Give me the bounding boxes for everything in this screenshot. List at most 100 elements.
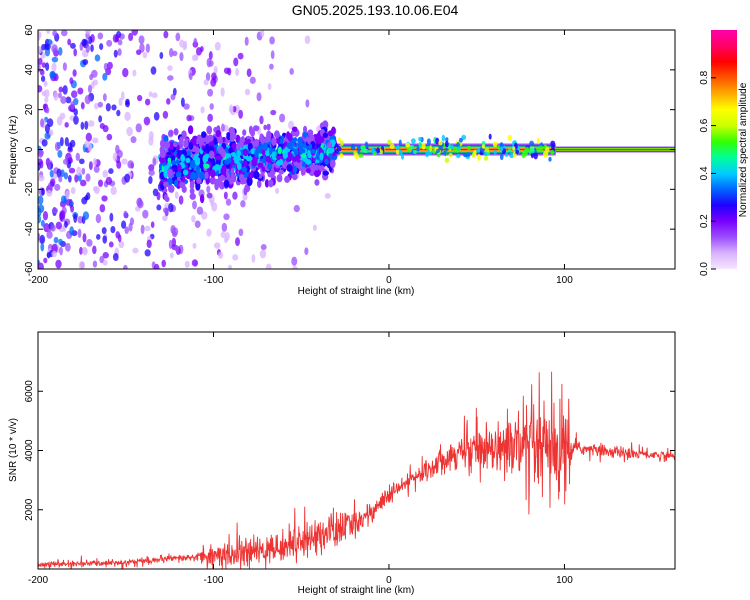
spectrogram-cell bbox=[214, 41, 221, 51]
spectrogram-cell bbox=[308, 143, 313, 151]
spectrogram-y-tick-label: 0 bbox=[24, 146, 35, 152]
spectrogram-cell bbox=[271, 151, 276, 161]
spectrogram-cell bbox=[339, 153, 344, 158]
spectrogram-cell bbox=[124, 173, 131, 183]
spectrogram-cell bbox=[88, 120, 95, 127]
spectrogram-cell bbox=[301, 161, 306, 169]
spectrogram-cell bbox=[370, 147, 375, 153]
spectrogram-cell bbox=[110, 186, 117, 196]
spectrogram-cell bbox=[188, 72, 193, 81]
spectrogram-cell bbox=[438, 140, 443, 146]
spectrogram-cell bbox=[507, 134, 513, 141]
spectrogram-y-tick-label: 40 bbox=[24, 64, 35, 76]
spectrogram-cell bbox=[178, 195, 184, 205]
spectrogram-cell bbox=[213, 137, 218, 145]
spectrogram-cell bbox=[206, 192, 213, 199]
spectrogram-cell bbox=[121, 158, 128, 165]
spectrogram-cell bbox=[242, 144, 250, 151]
spectrogram-cell bbox=[143, 116, 151, 126]
spectrogram-cell bbox=[84, 140, 90, 148]
spectrogram-cell bbox=[140, 224, 145, 235]
spectrogram-cell bbox=[265, 155, 271, 162]
snr-y-tick-label: 4000 bbox=[24, 439, 35, 462]
spectrogram-cell bbox=[504, 152, 509, 158]
spectrogram-cell bbox=[448, 152, 453, 158]
spectrogram-cell bbox=[461, 134, 467, 141]
spectrogram-cell bbox=[163, 181, 169, 188]
spectrogram-cell bbox=[208, 150, 215, 159]
spectrogram-cell bbox=[220, 231, 227, 239]
spectrogram-cell bbox=[235, 68, 240, 77]
spectrogram-cell bbox=[209, 103, 214, 110]
colorbar-tick-label: 0.8 bbox=[699, 70, 710, 84]
spectrogram-cell bbox=[236, 149, 242, 157]
spectrogram-cell bbox=[191, 259, 199, 267]
snr-series-line bbox=[38, 371, 675, 569]
spectrogram-cell bbox=[322, 120, 329, 129]
spectrogram-cell bbox=[229, 134, 237, 141]
spectrogram-cells bbox=[38, 30, 675, 269]
spectrogram-cell bbox=[223, 191, 228, 200]
spectrogram-cell bbox=[208, 60, 214, 67]
spectrogram-cell bbox=[232, 105, 237, 113]
spectrogram-cell bbox=[69, 226, 75, 236]
spectrogram-cell bbox=[483, 155, 489, 161]
spectrogram-cell bbox=[102, 259, 108, 266]
spectrogram-cell bbox=[82, 59, 89, 65]
spectrogram-cell bbox=[90, 44, 94, 53]
spectrogram-cell bbox=[44, 132, 51, 140]
spectrogram-cell bbox=[163, 169, 169, 179]
spectrogram-cell bbox=[269, 36, 275, 45]
spectrogram-cell bbox=[168, 141, 174, 151]
spectrogram-cell bbox=[142, 51, 148, 59]
spectrogram-cell bbox=[40, 219, 45, 227]
spectrogram-cell bbox=[106, 133, 113, 141]
spectrogram-cell bbox=[200, 106, 205, 114]
spectrogram-cell bbox=[242, 148, 249, 157]
spectrogram-cell bbox=[389, 143, 395, 149]
spectrogram-cell bbox=[307, 136, 311, 145]
spectrogram-cell bbox=[190, 159, 197, 169]
spectrogram-cell bbox=[159, 150, 166, 159]
spectrogram-cell bbox=[38, 149, 44, 157]
spectrogram-cell bbox=[126, 126, 133, 137]
spectrogram-cell bbox=[492, 141, 498, 148]
spectrogram-cell bbox=[114, 34, 120, 43]
spectrogram-cell bbox=[173, 179, 179, 188]
spectrogram-cell bbox=[224, 159, 231, 165]
spectrogram-cell bbox=[262, 142, 268, 152]
spectrogram-cell bbox=[74, 174, 79, 183]
spectrogram-cell bbox=[190, 180, 195, 187]
spectrogram-cell bbox=[244, 36, 249, 46]
spectrogram-cell bbox=[52, 30, 58, 37]
spectrogram-cell bbox=[174, 191, 179, 200]
spectrogram-cell bbox=[231, 143, 238, 149]
spectrogram-cell bbox=[193, 173, 199, 179]
spectrogram-cell bbox=[47, 162, 52, 170]
spectrogram-cell bbox=[515, 149, 520, 155]
spectrogram-cell bbox=[476, 154, 481, 161]
spectrogram-cell bbox=[162, 110, 169, 119]
spectrogram-cell bbox=[179, 39, 185, 48]
spectrogram-y-axis: -60 -40 -20 0 20 40 60 bbox=[24, 24, 675, 276]
spectrogram-cell bbox=[73, 48, 78, 57]
spectrogram-cell bbox=[93, 102, 99, 110]
spectrogram-cell bbox=[51, 62, 57, 72]
spectrogram-cell bbox=[51, 243, 58, 254]
spectrogram-cell bbox=[50, 224, 56, 232]
spectrogram-cell bbox=[456, 153, 461, 159]
spectrogram-cell bbox=[183, 103, 190, 110]
colorbar-tick-label: 0.2 bbox=[699, 214, 710, 228]
spectrogram-cell bbox=[337, 137, 341, 143]
spectrogram-cell bbox=[108, 168, 114, 175]
spectrogram-cell bbox=[302, 125, 308, 134]
spectrogram-cell bbox=[329, 159, 336, 168]
spectrogram-cell bbox=[244, 88, 251, 96]
spectrogram-cell bbox=[179, 52, 184, 62]
snr-y-axis: 2000 4000 6000 bbox=[24, 380, 675, 521]
spectrogram-cell bbox=[207, 114, 212, 122]
spectrogram-cell bbox=[293, 137, 298, 143]
spectrogram-y-label: Frequency (Hz) bbox=[8, 116, 19, 185]
spectrogram-cell bbox=[322, 170, 329, 176]
